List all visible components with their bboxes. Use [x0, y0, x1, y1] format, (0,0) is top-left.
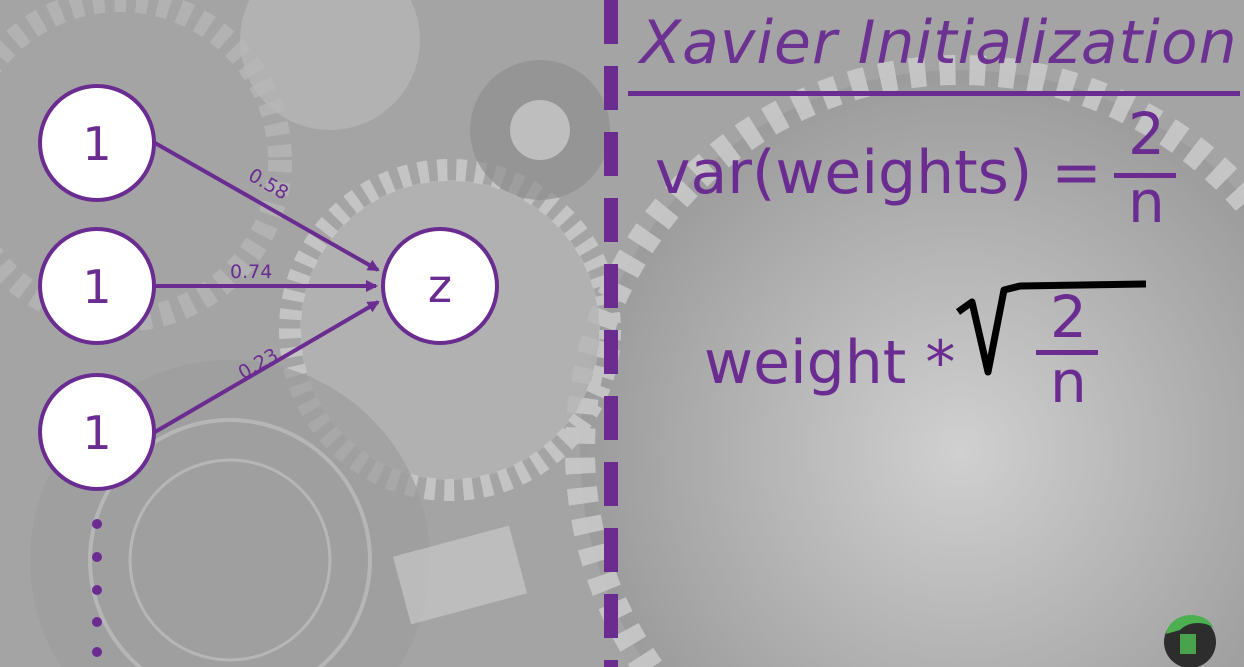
edge-1 — [154, 141, 380, 272]
input-node-2-label: 1 — [82, 260, 111, 314]
sqrt-symbol-icon — [955, 280, 1147, 376]
ellipsis-dots — [92, 519, 102, 657]
input-node-1: 1 — [38, 84, 156, 202]
output-node-label: z — [428, 259, 452, 313]
variance-formula-denominator: n — [1128, 168, 1165, 236]
input-node-1-label: 1 — [82, 117, 111, 171]
edge-3 — [153, 300, 380, 434]
variance-formula-numerator: 2 — [1128, 100, 1165, 168]
output-node: z — [381, 227, 499, 345]
variance-formula-fraction-bar — [1114, 173, 1176, 178]
lizard-logo-icon — [1164, 615, 1216, 667]
variance-formula-lhs: var(weights) = — [655, 138, 1102, 208]
weight-label-3: 0.23 — [234, 344, 282, 384]
weight-formula-numerator: 2 — [1050, 283, 1087, 351]
input-node-2: 1 — [38, 227, 156, 345]
title-underline — [628, 91, 1240, 96]
weight-formula-denominator: n — [1050, 348, 1087, 416]
input-node-3-label: 1 — [82, 406, 111, 460]
weight-label-2: 0.74 — [230, 261, 272, 283]
weight-formula-fraction-bar — [1036, 350, 1098, 355]
weight-formula-lhs: weight * — [704, 328, 956, 398]
input-node-3: 1 — [38, 373, 156, 491]
page-title: Xavier Initialization — [640, 8, 1238, 78]
